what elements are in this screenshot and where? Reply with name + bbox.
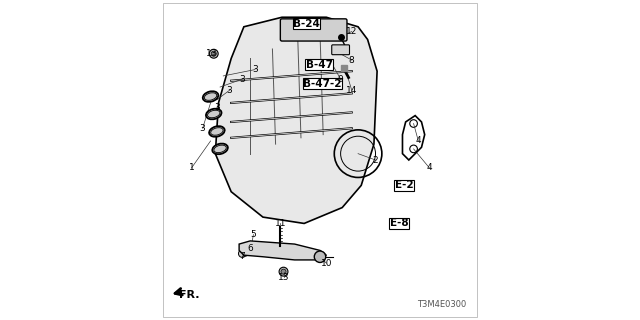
- Text: B-47: B-47: [306, 60, 333, 70]
- Ellipse shape: [209, 126, 225, 137]
- Text: 7: 7: [239, 252, 245, 261]
- Text: 13: 13: [278, 273, 289, 282]
- Text: 11: 11: [275, 219, 286, 228]
- Circle shape: [281, 269, 286, 274]
- Text: 9: 9: [338, 75, 344, 84]
- Text: B-24: B-24: [293, 19, 320, 28]
- Text: 6: 6: [247, 244, 253, 253]
- Circle shape: [209, 49, 218, 58]
- Text: 4: 4: [415, 136, 421, 146]
- Ellipse shape: [212, 144, 228, 154]
- Text: 3: 3: [252, 65, 258, 74]
- Circle shape: [279, 267, 288, 276]
- Text: 12: 12: [346, 27, 357, 36]
- Text: B-47-2: B-47-2: [303, 79, 342, 89]
- FancyBboxPatch shape: [332, 45, 349, 55]
- Circle shape: [211, 51, 216, 56]
- Circle shape: [314, 251, 326, 262]
- Text: 1: 1: [189, 164, 195, 172]
- Polygon shape: [215, 17, 377, 223]
- Circle shape: [243, 251, 248, 256]
- Polygon shape: [239, 241, 326, 260]
- Text: 3: 3: [239, 75, 245, 84]
- Text: 3: 3: [214, 103, 220, 112]
- Text: 4: 4: [427, 164, 432, 172]
- Text: T3M4E0300: T3M4E0300: [417, 300, 466, 309]
- Text: 8: 8: [349, 56, 355, 65]
- Text: 5: 5: [250, 230, 256, 239]
- Text: FR.: FR.: [179, 290, 199, 300]
- Text: 3: 3: [200, 124, 205, 133]
- Circle shape: [239, 250, 246, 257]
- Text: 3: 3: [227, 86, 232, 95]
- Text: E-2: E-2: [394, 180, 413, 190]
- Text: 10: 10: [321, 259, 332, 268]
- FancyBboxPatch shape: [280, 19, 347, 41]
- Ellipse shape: [206, 109, 221, 119]
- Text: E-8: E-8: [390, 219, 408, 228]
- Text: 13: 13: [206, 49, 218, 58]
- Text: 2: 2: [372, 156, 378, 164]
- Ellipse shape: [203, 91, 218, 102]
- Text: 14: 14: [346, 86, 357, 95]
